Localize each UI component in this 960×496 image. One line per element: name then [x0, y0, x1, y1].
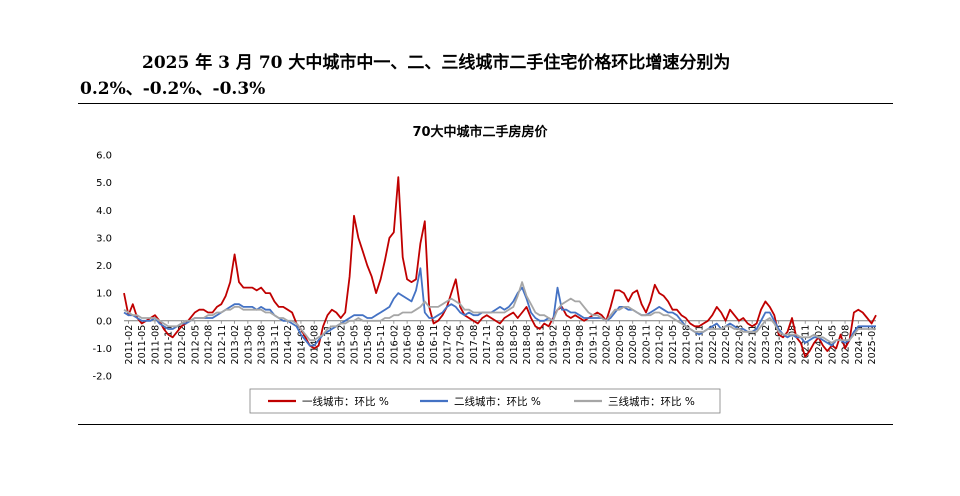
x-tick-label: 2014-05: [296, 325, 307, 365]
x-tick-label: 2016-05: [403, 325, 414, 365]
x-tick-label: 2016-02: [389, 325, 400, 365]
x-tick-label: 2021-02: [655, 325, 666, 365]
x-tick-label: 2011-11: [164, 325, 175, 365]
x-tick-label: 2020-11: [641, 325, 652, 365]
x-tick-label: 2019-02: [549, 325, 560, 365]
x-tick-label: 2018-05: [509, 325, 520, 365]
x-tick-label: 2021-11: [695, 325, 706, 365]
y-tick-label: 6.0: [96, 151, 112, 162]
x-tick-label: 2017-05: [456, 325, 467, 365]
bottom-rule: [78, 424, 893, 425]
x-tick-label: 2020-08: [628, 325, 639, 365]
x-tick-label: 2018-08: [522, 325, 533, 365]
x-tick-label: 2012-11: [217, 325, 228, 365]
legend-label-3: 三线城市：环比 %: [608, 395, 695, 408]
series-line-1: [123, 176, 877, 358]
legend-label-2: 二线城市：环比 %: [454, 395, 541, 408]
x-tick-label: 2021-05: [668, 325, 679, 365]
x-tick-label: 2020-02: [602, 325, 613, 365]
x-tick-label: 2018-02: [496, 325, 507, 365]
x-tick-label: 2013-02: [230, 325, 241, 365]
x-tick-label: 2017-08: [469, 325, 480, 365]
x-tick-label: 2022-02: [708, 325, 719, 365]
x-tick-label: 2017-02: [442, 325, 453, 365]
chart-title: 70大中城市二手房房价: [412, 124, 548, 140]
x-tick-label: 2021-08: [681, 325, 692, 365]
x-tick-label: 2015-11: [376, 325, 387, 365]
x-tick-label: 2012-08: [204, 325, 215, 365]
x-tick-label: 2017-11: [482, 325, 493, 365]
y-tick-label: 2.0: [96, 261, 112, 272]
x-tick-label: 2015-05: [350, 325, 361, 365]
x-tick-label: 2019-08: [575, 325, 586, 365]
x-tick-label: 2022-08: [734, 325, 745, 365]
y-tick-label: 5.0: [96, 178, 112, 189]
x-tick-label: 2014-02: [283, 325, 294, 365]
x-tick-label: 2019-05: [562, 325, 573, 365]
x-tick-label: 2016-08: [416, 325, 427, 365]
x-tick-label: 2024-11: [854, 325, 865, 365]
x-tick-label: 2023-05: [774, 325, 785, 365]
x-tick-label: 2011-08: [150, 325, 161, 365]
legend-label-1: 一线城市：环比 %: [302, 395, 389, 408]
x-tick-label: 2012-02: [177, 325, 188, 365]
x-tick-label: 2013-11: [270, 325, 281, 365]
y-tick-label: -2.0: [92, 372, 112, 383]
x-tick-label: 2011-02: [124, 325, 135, 365]
x-axis: 2011-02 2011-05 2011-08 2011-11 2012-02 2012-…: [124, 320, 878, 365]
x-tick-label: 2012-05: [190, 325, 201, 365]
series-group: [123, 176, 877, 358]
legend-box: [249, 388, 721, 414]
x-tick-label: 2016-11: [429, 325, 440, 365]
x-tick-label: 2022-05: [721, 325, 732, 365]
y-tick-label: 1.0: [96, 289, 112, 300]
y-tick-label: 4.0: [96, 206, 112, 217]
report-title: 2025 年 3 月 70 大中城市中一、二、三线城市二手住宅价格环比增速分别为…: [80, 53, 731, 99]
x-tick-label: 2013-08: [257, 325, 268, 365]
x-tick-label: 2023-11: [801, 325, 812, 365]
legend: 一线城市：环比 % 二线城市：环比 % 三线城市：环比 %: [249, 388, 721, 414]
x-tick-label: 2015-02: [336, 325, 347, 365]
y-tick-label: 3.0: [96, 233, 112, 244]
x-tick-label: 2023-02: [761, 325, 772, 365]
x-tick-label: 2018-11: [535, 325, 546, 365]
x-tick-label: 2025-02: [867, 325, 878, 365]
x-tick-label: 2020-05: [615, 325, 626, 365]
x-tick-label: 2014-11: [323, 325, 334, 365]
y-tick-label: -1.0: [92, 344, 112, 355]
x-tick-label: 2024-02: [814, 325, 825, 365]
x-tick-label: 2024-08: [841, 325, 852, 365]
x-tick-label: 2015-08: [363, 325, 374, 365]
y-axis: 6.0 5.0 4.0 3.0 2.0 1.0 0.0 -1.0 -2.0: [92, 151, 112, 383]
x-tick-label: 2022-11: [748, 325, 759, 365]
x-tick-label: 2023-08: [787, 325, 798, 365]
y-tick-label: 0.0: [96, 316, 112, 327]
x-tick-label: 2011-05: [137, 325, 148, 365]
series-line-3: [123, 281, 876, 344]
x-tick-label: 2019-11: [588, 325, 599, 365]
top-rule: [78, 103, 893, 104]
x-tick-label: 2013-05: [243, 325, 254, 365]
